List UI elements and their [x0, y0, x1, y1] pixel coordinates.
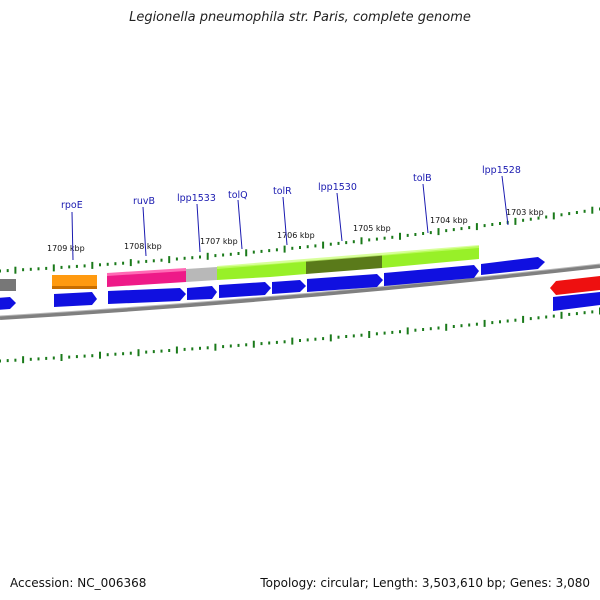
gene-label-lpp1528: lpp1528: [482, 165, 521, 176]
feature-tolR: [270, 261, 306, 277]
feature-ruvB-shine: [107, 268, 186, 276]
feature-track: [0, 245, 600, 295]
cds-arrow-2: [54, 292, 97, 307]
cds-track: [0, 257, 600, 311]
cds-arrow-4: [187, 286, 217, 300]
genome-backbone: [0, 264, 600, 320]
inner-tick-ring: [0, 307, 600, 364]
kbp-labels: 1709 kbp 1708 kbp 1707 kbp 1706 kbp 1705…: [47, 208, 544, 253]
kbp-label: 1708 kbp: [124, 242, 162, 251]
map-title: Legionella pneumophila str. Paris, compl…: [129, 10, 471, 25]
feature-tolB: [382, 246, 479, 268]
accession-text: Accession: NC_006368: [10, 576, 147, 590]
feature-rpoE: [52, 275, 97, 288]
leader-rpoE: [71, 211, 74, 261]
cds-arrow-8: [384, 265, 479, 286]
feature-red-right: [550, 276, 600, 295]
gene-label-tolR: tolR: [273, 186, 292, 197]
leader-tolQ: [237, 199, 243, 250]
kbp-label: 1706 kbp: [277, 231, 315, 240]
leader-lpp1530: [336, 192, 343, 242]
leader-tolR: [282, 196, 288, 246]
gene-label-rpoE: rpoE: [61, 200, 83, 211]
gene-labels: rpoE ruvB lpp1533 tolQ tolR lpp1530 tolB…: [61, 165, 521, 211]
gene-label-lpp1533: lpp1533: [177, 193, 216, 204]
feature-gray-left: [0, 279, 16, 291]
outer-tick-ring: [0, 206, 600, 274]
gene-label-tolQ: tolQ: [228, 190, 248, 201]
genome-backbone-highlight: [0, 263, 600, 317]
kbp-label: 1707 kbp: [200, 237, 238, 246]
leader-lpp1533: [196, 203, 201, 253]
feature-tolQ: [217, 264, 270, 280]
kbp-label: 1705 kbp: [353, 224, 391, 233]
topology-text: Topology: circular; Length: 3,503,610 bp…: [260, 576, 590, 590]
cds-arrow-3: [108, 288, 186, 304]
cds-arrow-6: [272, 280, 306, 294]
cds-arrow-9: [481, 257, 545, 275]
cds-arrow-10: [553, 292, 600, 311]
leader-ruvB: [142, 206, 147, 257]
gene-label-lpp1530: lpp1530: [318, 182, 357, 193]
gene-label-ruvB: ruvB: [133, 196, 155, 207]
kbp-label: 1709 kbp: [47, 244, 85, 253]
leader-tolB: [422, 183, 429, 234]
kbp-label: 1703 kbp: [506, 208, 544, 217]
kbp-label: 1704 kbp: [430, 216, 468, 225]
feature-lpp1533: [186, 267, 217, 282]
gene-leader-lines: [71, 175, 509, 261]
leader-lpp1528: [501, 175, 509, 226]
gene-label-tolB: tolB: [413, 173, 432, 184]
cds-arrow-1: [0, 297, 16, 310]
cds-arrow-7: [307, 274, 383, 292]
cds-arrow-5: [219, 282, 271, 298]
feature-top-shine: [217, 245, 479, 269]
feature-rpoE-shadow: [52, 286, 97, 289]
